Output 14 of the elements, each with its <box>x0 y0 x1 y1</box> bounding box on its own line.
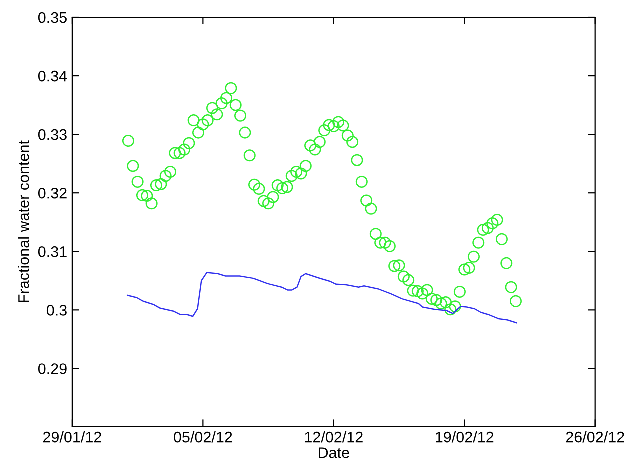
y-tick-label: 0.34 <box>38 70 68 82</box>
x-tick-label: 29/01/12 <box>43 432 102 443</box>
x-tick-label: 12/02/12 <box>305 432 363 443</box>
x-axis-title: Date <box>319 448 350 458</box>
x-tick-label: 26/02/12 <box>566 432 624 443</box>
y-tick-label: 0.29 <box>38 364 67 374</box>
y-tick-label: 0.31 <box>38 246 67 258</box>
x-tick-label: 19/02/12 <box>436 432 494 443</box>
y-axis-title: Fractional water content <box>18 140 30 302</box>
y-tick-label: 0.35 <box>38 12 67 24</box>
y-tick-label: 0.33 <box>38 129 67 140</box>
y-tick-label: 0.3 <box>46 305 67 316</box>
y-tick-label: 0.32 <box>38 188 67 199</box>
x-tick-label: 05/02/12 <box>174 432 232 443</box>
